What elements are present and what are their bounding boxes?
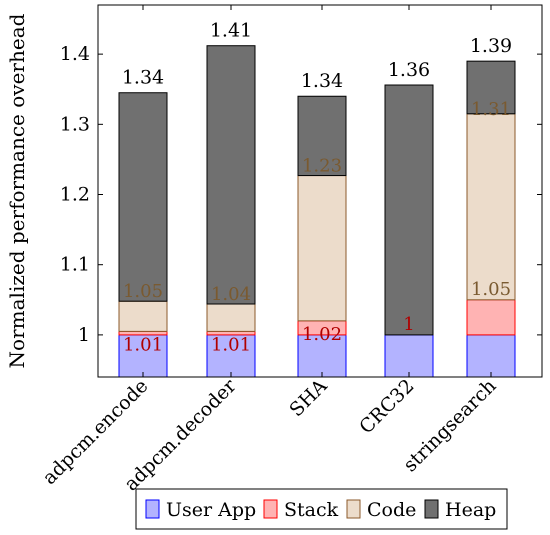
y-tick-label-3: 1.3 <box>60 113 90 135</box>
segment-value-label-2-1: 1.02 <box>302 324 342 345</box>
legend-label-user-app: User App <box>166 499 256 521</box>
bar-segment-user-app-2 <box>297 334 347 378</box>
bar-segment-stack-4 <box>466 299 516 336</box>
y-tick-label-2: 1.2 <box>60 184 90 206</box>
segment-value-label-4-3: 1.31 <box>471 99 511 120</box>
bar-segment-user-app-3 <box>384 334 434 378</box>
bar-segment-code-4 <box>466 113 516 301</box>
legend-box <box>135 488 508 530</box>
x-tick-label-3: CRC32 <box>355 375 418 438</box>
total-label-4: 1.39 <box>470 35 512 57</box>
total-label-1: 1.41 <box>210 20 252 42</box>
legend-label-heap: Heap <box>445 499 496 521</box>
bar-segment-heap-4 <box>466 60 516 115</box>
legend-label-code: Code <box>367 499 416 521</box>
y-tick-label-0: 1 <box>78 324 90 346</box>
y-tick-label-1: 1.1 <box>60 254 90 276</box>
bar-segment-heap-2 <box>297 95 347 177</box>
legend-swatch-user-app <box>145 499 160 519</box>
legend-swatch-code <box>346 499 361 519</box>
segment-value-label-4-2: 1.05 <box>471 279 511 300</box>
legend-label-stack: Stack <box>284 499 339 521</box>
legend-swatch-stack <box>263 499 278 519</box>
bar-segment-heap-0 <box>118 92 168 302</box>
x-tick-label-2: SHA <box>285 375 331 421</box>
total-label-0: 1.34 <box>122 67 164 89</box>
segment-value-label-0-2: 1.05 <box>123 281 163 302</box>
bar-segment-user-app-0 <box>118 334 168 378</box>
plot-frame <box>97 4 543 378</box>
segment-value-label-3-1: 1 <box>403 314 414 335</box>
segment-value-label-1-2: 1.04 <box>211 284 251 305</box>
bar-segment-code-1 <box>206 303 256 332</box>
y-axis-title: Normalized performance overhead <box>5 13 29 368</box>
bar-segment-heap-3 <box>384 84 434 336</box>
bar-segment-code-2 <box>297 175 347 322</box>
bar-segment-user-app-4 <box>466 334 516 378</box>
bar-segment-code-0 <box>118 300 168 332</box>
segment-value-label-0-1: 1.01 <box>123 334 163 355</box>
segment-value-label-1-1: 1.01 <box>211 334 251 355</box>
legend-swatch-heap <box>424 499 439 519</box>
total-label-3: 1.36 <box>388 59 430 81</box>
total-label-2: 1.34 <box>301 70 343 92</box>
segment-value-label-2-2: 1.23 <box>302 156 342 177</box>
bar-segment-heap-1 <box>206 45 256 305</box>
y-tick-label-4: 1.4 <box>60 43 90 65</box>
